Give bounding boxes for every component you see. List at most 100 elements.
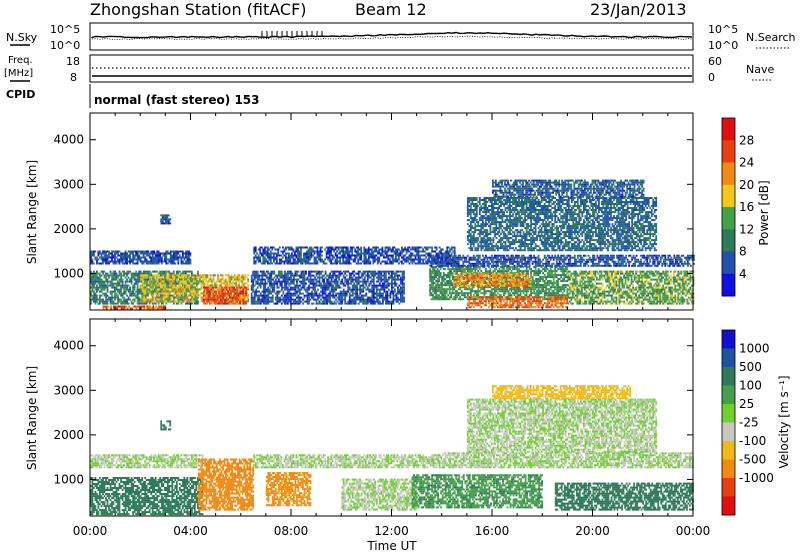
heatmap-cell xyxy=(108,298,110,301)
heatmap-cell xyxy=(275,248,278,251)
heatmap-cell xyxy=(108,274,110,277)
heatmap-cell xyxy=(127,272,130,275)
heatmap-cell xyxy=(363,246,366,249)
heatmap-cell xyxy=(315,290,318,293)
heatmap-cell xyxy=(127,298,130,301)
heatmap-cell xyxy=(185,260,187,263)
heatmap-cell xyxy=(191,274,194,277)
heatmap-cell xyxy=(100,274,103,277)
heatmap-cell xyxy=(291,302,294,305)
heatmap-cell xyxy=(187,294,189,297)
heatmap-cell xyxy=(233,296,235,299)
heatmap-cell xyxy=(156,300,159,303)
heatmap-cell xyxy=(360,258,363,261)
heatmap-cell xyxy=(221,288,223,291)
heatmap-cell xyxy=(191,296,194,299)
heatmap-cell xyxy=(282,252,284,255)
heatmap-cell xyxy=(327,258,329,261)
heatmap-cell xyxy=(156,276,159,279)
heatmap-cell xyxy=(400,292,402,295)
heatmap-cell xyxy=(262,262,265,265)
heatmap-cell xyxy=(303,256,305,259)
heatmap-cell xyxy=(206,290,208,293)
heatmap-cell xyxy=(327,278,330,281)
heatmap-cell xyxy=(139,260,142,263)
heatmap-cell xyxy=(143,274,146,277)
heatmap-cell xyxy=(265,296,268,299)
heatmap-cell xyxy=(94,286,97,289)
heatmap-cell xyxy=(316,262,319,265)
heatmap-cell xyxy=(144,250,147,253)
heatmap-cell xyxy=(224,288,227,291)
heatmap-cell xyxy=(270,282,273,285)
heatmap-cell xyxy=(303,252,305,255)
heatmap-cell xyxy=(387,250,390,253)
heatmap-cell xyxy=(113,307,115,310)
heatmap-cell xyxy=(111,256,113,259)
heatmap-cell xyxy=(403,272,405,275)
heatmap-cell xyxy=(140,286,143,289)
heatmap-cell xyxy=(288,276,291,279)
heatmap-cell xyxy=(390,248,393,251)
heatmap-cell xyxy=(205,278,207,281)
heatmap-cell xyxy=(297,290,300,293)
heatmap-cell xyxy=(312,302,315,305)
heatmap-cell xyxy=(175,272,178,275)
heatmap-cell xyxy=(182,288,185,291)
heatmap-cell xyxy=(175,254,178,257)
heatmap-cell xyxy=(300,292,303,295)
heatmap-cell xyxy=(115,260,118,263)
heatmap-cell xyxy=(196,288,198,291)
heatmap-cell xyxy=(114,288,116,291)
heatmap-cell xyxy=(206,292,208,295)
heatmap-cell xyxy=(253,262,256,265)
heatmap-cell xyxy=(173,274,176,277)
heatmap-cell xyxy=(253,298,256,301)
heatmap-cell xyxy=(120,254,122,257)
heatmap-cell xyxy=(404,258,406,261)
heatmap-cell xyxy=(425,246,427,249)
heatmap-cell xyxy=(367,258,370,261)
heatmap-cell xyxy=(191,298,194,301)
heatmap-cell xyxy=(431,256,433,259)
heatmap-cell xyxy=(118,262,121,265)
heatmap-cell xyxy=(118,250,121,253)
heatmap-cell xyxy=(184,288,186,291)
heatmap-cell xyxy=(174,254,177,257)
heatmap-cell xyxy=(338,284,340,287)
heatmap-cell xyxy=(142,260,145,263)
heatmap-cell xyxy=(348,260,351,263)
heatmap-cell xyxy=(174,276,177,279)
heatmap-cell xyxy=(153,296,156,299)
heatmap-cell xyxy=(168,294,171,297)
heatmap-cell xyxy=(300,274,303,277)
heatmap-cell xyxy=(447,252,450,255)
heatmap-cell xyxy=(362,288,365,291)
heatmap-cell xyxy=(111,258,113,261)
heatmap-cell xyxy=(121,262,124,265)
heatmap-cell xyxy=(266,250,269,253)
heatmap-cell xyxy=(194,298,197,301)
heatmap-cell xyxy=(339,246,341,249)
heatmap-cell xyxy=(214,284,216,287)
heatmap-cell xyxy=(315,292,318,295)
heatmap-cell xyxy=(343,256,346,259)
heatmap-cell xyxy=(167,284,170,287)
heatmap-cell xyxy=(144,294,147,297)
heatmap-cell xyxy=(253,278,256,281)
heatmap-cell xyxy=(153,270,156,273)
heatmap-cell xyxy=(267,276,270,279)
heatmap-cell xyxy=(460,294,463,297)
heatmap-cell xyxy=(158,276,161,279)
heatmap-cell xyxy=(153,282,156,285)
heatmap-cell xyxy=(169,252,172,255)
heatmap-cell xyxy=(276,290,279,293)
heatmap-cell xyxy=(202,278,204,281)
heatmap-cell xyxy=(325,252,328,255)
heatmap-cell xyxy=(184,292,186,295)
heatmap-cell xyxy=(280,272,283,275)
heatmap-cell xyxy=(103,256,106,259)
heatmap-cell xyxy=(119,305,121,308)
heatmap-cell xyxy=(182,294,185,297)
heatmap-cell xyxy=(359,292,362,295)
